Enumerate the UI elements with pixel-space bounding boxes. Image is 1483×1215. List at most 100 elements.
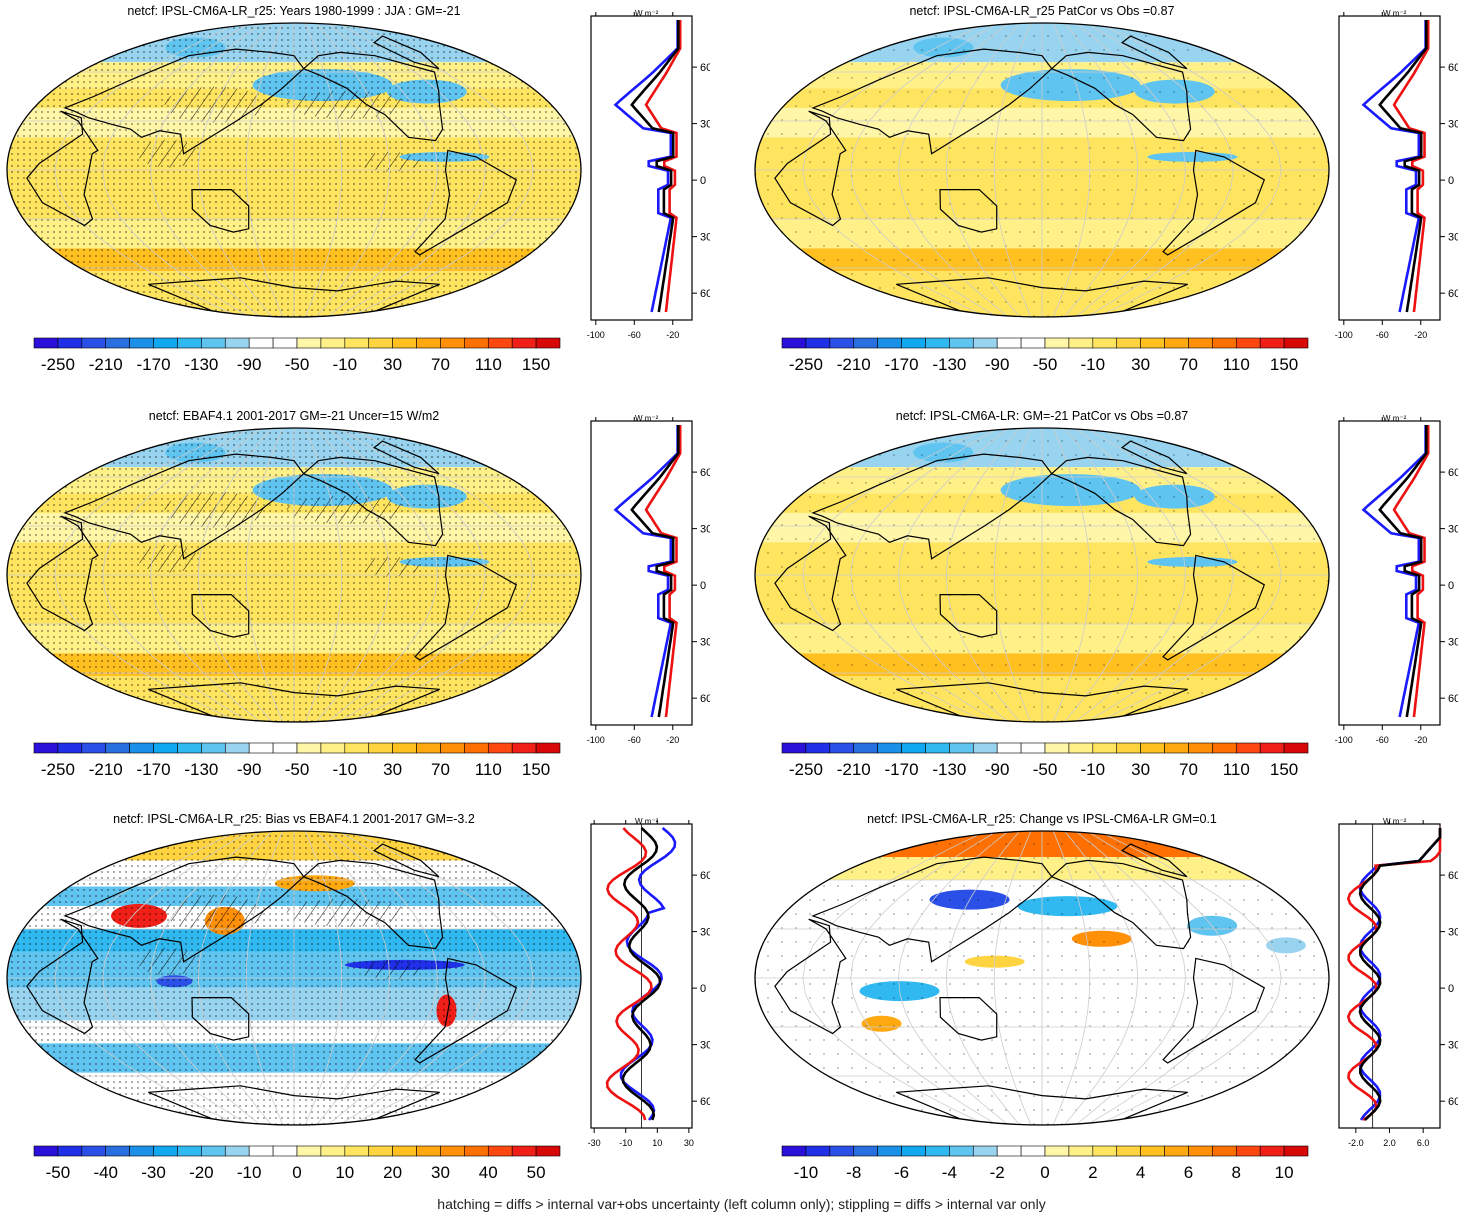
profile-lat-label: 60N — [700, 62, 710, 74]
hatching-overlay — [286, 898, 407, 927]
colorbar-label: 40 — [479, 1163, 498, 1182]
map-border — [754, 830, 1330, 1126]
colorbar-swatch — [1020, 1145, 1046, 1157]
robinson-map — [6, 830, 582, 1126]
colorbar-label: 150 — [522, 760, 550, 779]
colorbar-label: -10 — [237, 1163, 262, 1182]
profile-lat-label: 30N — [700, 524, 710, 536]
map-panel-6: netcf: IPSL-CM6A-LR_r25: Change vs IPSL-… — [748, 808, 1483, 1213]
colorbar-label: 150 — [1270, 760, 1298, 779]
hatching-overlay — [137, 544, 198, 573]
colorbar-label: -170 — [885, 760, 919, 779]
profile-lat-label: 60S — [1448, 693, 1458, 705]
colorbar-swatch — [57, 742, 83, 754]
map-panel-4: netcf: IPSL-CM6A-LR: GM=-21 PatCor vs Ob… — [748, 405, 1483, 810]
robinson-map — [6, 22, 582, 318]
coastline-australia — [939, 997, 998, 1041]
colorbar-label: 30 — [383, 355, 402, 374]
map-panel-1: netcf: IPSL-CM6A-LR_r25: Years 1980-1999… — [0, 0, 740, 405]
graticule-lon — [850, 428, 998, 722]
colorbar-label: -250 — [789, 760, 823, 779]
colorbar-swatch — [129, 337, 154, 349]
colorbar-label: 110 — [1223, 355, 1250, 374]
colorbar-label: -90 — [985, 355, 1010, 374]
robinson-map — [754, 22, 1330, 318]
colorbar-label: 110 — [1223, 760, 1250, 779]
coastline-antarctica — [896, 1085, 1188, 1125]
profile-x-label: -10 — [619, 1138, 632, 1148]
colorbar-swatch — [440, 337, 465, 349]
colorbar-swatch — [1235, 337, 1261, 349]
colorbar-swatch — [296, 337, 322, 349]
colorbar-label: -50 — [46, 1163, 71, 1182]
profile-unit: W m⁻² — [635, 10, 659, 18]
graticule-lon — [327, 831, 438, 1125]
colorbar-swatch — [535, 742, 561, 754]
graticule-lon — [1063, 23, 1139, 317]
graticule-lon — [1097, 428, 1282, 722]
colorbar-swatch — [949, 742, 974, 754]
profile-line-black — [630, 425, 680, 718]
colorbar-label: 6 — [1184, 1163, 1193, 1182]
colorbar-label: -210 — [837, 355, 871, 374]
profile-lat-label: 60S — [1448, 288, 1458, 300]
profile-x-label: 2.0 — [1383, 1138, 1396, 1148]
profile-lat-label: 0 — [700, 983, 706, 995]
map-panel-5: netcf: IPSL-CM6A-LR_r25: Bias vs EBAF4.1… — [0, 808, 740, 1213]
colorbar-swatch — [177, 337, 202, 349]
graticule-lon — [349, 23, 534, 317]
map-border — [6, 22, 582, 318]
graticule-lon — [993, 831, 1032, 1125]
graticule-lon — [993, 23, 1032, 317]
profile-line-black — [1378, 425, 1428, 718]
profile-unit: W m⁻² — [1383, 818, 1407, 826]
colorbar-swatch — [81, 1145, 107, 1157]
profile-line-red — [1392, 425, 1430, 718]
coastline-namerica — [302, 456, 444, 547]
graticule-lon — [327, 23, 438, 317]
colorbar-swatch — [487, 337, 513, 349]
colorbar-swatch — [57, 1145, 83, 1157]
colorbar-label: -90 — [985, 760, 1010, 779]
graticule-lon — [197, 428, 273, 722]
profile-x-label: -100 — [1335, 735, 1353, 745]
colorbar-swatch — [33, 337, 59, 349]
colorbar-swatch — [201, 337, 226, 349]
colorbar-swatch — [877, 1145, 902, 1157]
colorbar-swatch — [535, 1145, 561, 1157]
colorbar-swatch — [368, 742, 393, 754]
profile-x-label: -60 — [1376, 330, 1389, 340]
profile-x-label: -100 — [587, 330, 605, 340]
colorbar-label: -210 — [89, 760, 123, 779]
colorbar-swatch — [805, 337, 831, 349]
profile-lat-label: 30S — [1448, 1040, 1458, 1052]
coastline-africa — [774, 918, 847, 1035]
colorbar-label: -30 — [141, 1163, 166, 1182]
profile-unit: W m⁻² — [635, 415, 659, 423]
colorbar-label: 110 — [475, 355, 502, 374]
robinson-map — [754, 830, 1330, 1126]
graticule-lon — [349, 428, 534, 722]
profile-line-black — [1358, 828, 1442, 1121]
colorbar-swatch — [296, 742, 322, 754]
profile-lat-label: 30N — [700, 119, 710, 131]
colorbar-label: 30 — [383, 760, 402, 779]
profile-x-label: -60 — [628, 330, 641, 340]
colorbar-label: -10 — [333, 760, 358, 779]
colorbar-label: -10 — [794, 1163, 819, 1182]
colorbar-swatch — [81, 742, 107, 754]
graticule-lon — [1086, 23, 1234, 317]
graticule-lon — [150, 428, 261, 722]
colorbar-label: -40 — [93, 1163, 118, 1182]
colorbar-swatch — [1283, 742, 1309, 754]
colorbar-swatch — [1188, 742, 1213, 754]
graticule-lon — [993, 428, 1032, 722]
colorbar-label: 50 — [527, 1163, 546, 1182]
colorbar-swatch — [829, 337, 855, 349]
graticule-lon — [850, 23, 998, 317]
graticule-lon — [898, 831, 1009, 1125]
colorbar-swatch — [781, 1145, 807, 1157]
graticule-lon — [945, 23, 1021, 317]
colorbar-swatch — [972, 337, 998, 349]
profile-unit: W m⁻² — [1383, 415, 1407, 423]
